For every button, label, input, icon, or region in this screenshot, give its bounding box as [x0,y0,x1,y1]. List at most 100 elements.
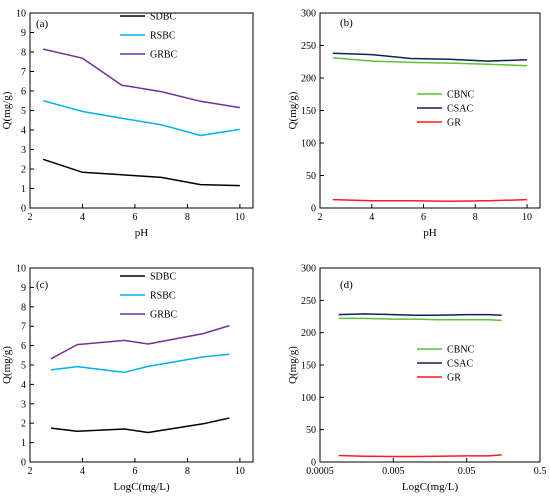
y-tick-label: 3 [21,399,26,410]
legend-label-rsbc: RSBC [150,31,176,42]
y-tick-label: 5 [21,106,26,117]
y-tick-label: 10 [16,9,26,20]
y-tick-label: 0 [311,458,316,469]
series-line-csac [332,52,528,62]
legend-label-csac: CSAC [447,104,473,115]
x-tick-label: 8 [185,466,190,477]
x-tick-label: 8 [473,212,478,223]
series-line-cbnc [332,57,528,67]
y-tick-label: 7 [21,67,26,78]
y-tick-label: 100 [301,393,316,404]
y-tick-label: 300 [301,264,316,275]
legend: CBNC CSAC GR [417,345,475,384]
x-tick-label: 4 [369,212,374,223]
x-tick-label: 0.5 [534,466,547,477]
legend-label-sdbc: SDBC [150,12,176,23]
y-tick-label: 200 [301,74,316,85]
y-axis-title: Q(mg/g) [1,346,13,384]
y-tick-label: 1 [21,438,26,449]
plot-frame [29,12,254,209]
y-tick-label: 9 [21,28,26,39]
y-tick-label: 150 [301,361,316,372]
plot-frame [319,267,541,463]
x-tick-label: 10 [235,466,245,477]
legend-label-cbnc: CBNC [447,90,475,101]
series-line-rsbc [42,99,241,137]
panel-label: (a) [36,18,49,30]
chart-panel-3: 2 4 6 8 10 0 1 2 3 4 5 6 7 8 9 10 LogC(mg/L) Q(mg/g) (c) SD… [1,264,254,493]
series-line-csac [338,313,502,316]
y-tick-label: 9 [21,283,26,294]
y-tick-label: 2 [21,165,26,176]
x-tick-label: 0.005 [382,466,405,477]
legend: SDBC RSBC GRBC [120,272,178,321]
y-tick-label: 8 [21,302,26,313]
legend-label-cbnc: CBNC [447,345,475,356]
series-line-gr [338,454,502,458]
x-tick-label: 10 [235,212,245,223]
y-tick-label: 250 [301,41,316,52]
x-tick-label: 6 [132,466,137,477]
x-axis-title: LogC(mg/L) [402,481,459,493]
x-tick-label: 4 [80,466,85,477]
x-tick-label: 0.0005 [306,466,334,477]
x-tick-label: 0.05 [458,466,476,477]
panel-label: (c) [36,279,49,291]
series-line-sdbc [42,158,240,187]
y-axis-title: Q(mg/g) [287,346,299,384]
plot-frame [319,12,541,209]
legend-label-grbc: GRBC [150,50,178,61]
y-tick-label: 7 [21,322,26,333]
y-axis-title: Q(mg/g) [287,91,299,129]
x-axis-title: pH [135,227,149,239]
y-tick-label: 10 [16,264,26,275]
legend-label-gr: GR [447,373,461,384]
y-tick-label: 0 [21,458,26,469]
x-axis-title: LogC(mg/L) [113,481,170,493]
chart-panel-4: 0.0005 0.005 0.05 0.5 0 50 100 150 200 250 300 LogC… [287,264,546,494]
series-line-grbc [50,324,230,360]
y-axis-title: Q(mg/g) [1,91,13,129]
y-tick-label: 150 [301,106,316,117]
legend: CBNC CSAC GR [417,90,475,129]
legend-label-rsbc: RSBC [150,291,176,302]
legend: SDBC RSBC GRBC [120,12,178,61]
y-tick-label: 4 [21,126,26,137]
y-tick-label: 1 [21,184,26,195]
x-tick-label: 2 [28,466,33,477]
x-tick-label: 2 [28,212,33,223]
x-tick-label: 6 [421,212,426,223]
x-axis-title: pH [423,227,437,239]
series-line-cbnc [338,317,502,322]
y-tick-label: 8 [21,48,26,59]
chart-panel-1: 2 4 6 8 10 0 1 2 3 4 5 6 7 8 9 10 pH Q(mg/g) (a) SDBC RSBC GR… [1,9,254,239]
x-tick-label: 10 [522,212,532,223]
y-tick-label: 50 [306,425,316,436]
plot-frame [29,267,254,463]
x-tick-label: 4 [80,212,85,223]
legend-label-csac: CSAC [447,359,473,370]
y-tick-label: 6 [21,341,26,352]
y-tick-label: 100 [301,139,316,150]
y-tick-label: 6 [21,87,26,98]
y-tick-label: 4 [21,380,26,391]
x-tick-label: 6 [132,212,137,223]
y-tick-label: 5 [21,361,26,372]
y-tick-label: 3 [21,145,26,156]
x-tick-label: 2 [318,212,323,223]
series-line-sdbc [50,417,230,434]
y-tick-label: 200 [301,328,316,339]
y-tick-label: 50 [306,171,316,182]
chart-panel-2: 2 4 6 8 10050100150200250300pHQ(mg/g)(b)CBNC… [287,9,541,239]
panel-label: (d) [340,279,353,291]
y-tick-label: 250 [301,296,316,307]
series-line-rsbc [50,353,230,374]
y-tick-label: 2 [21,419,26,430]
x-tick-label: 8 [185,212,190,223]
panel-label: (b) [340,17,353,29]
legend-label-sdbc: SDBC [150,272,176,283]
legend-label-grbc: GRBC [150,310,178,321]
series-line-grbc [42,48,241,109]
y-tick-label: 0 [21,204,26,215]
